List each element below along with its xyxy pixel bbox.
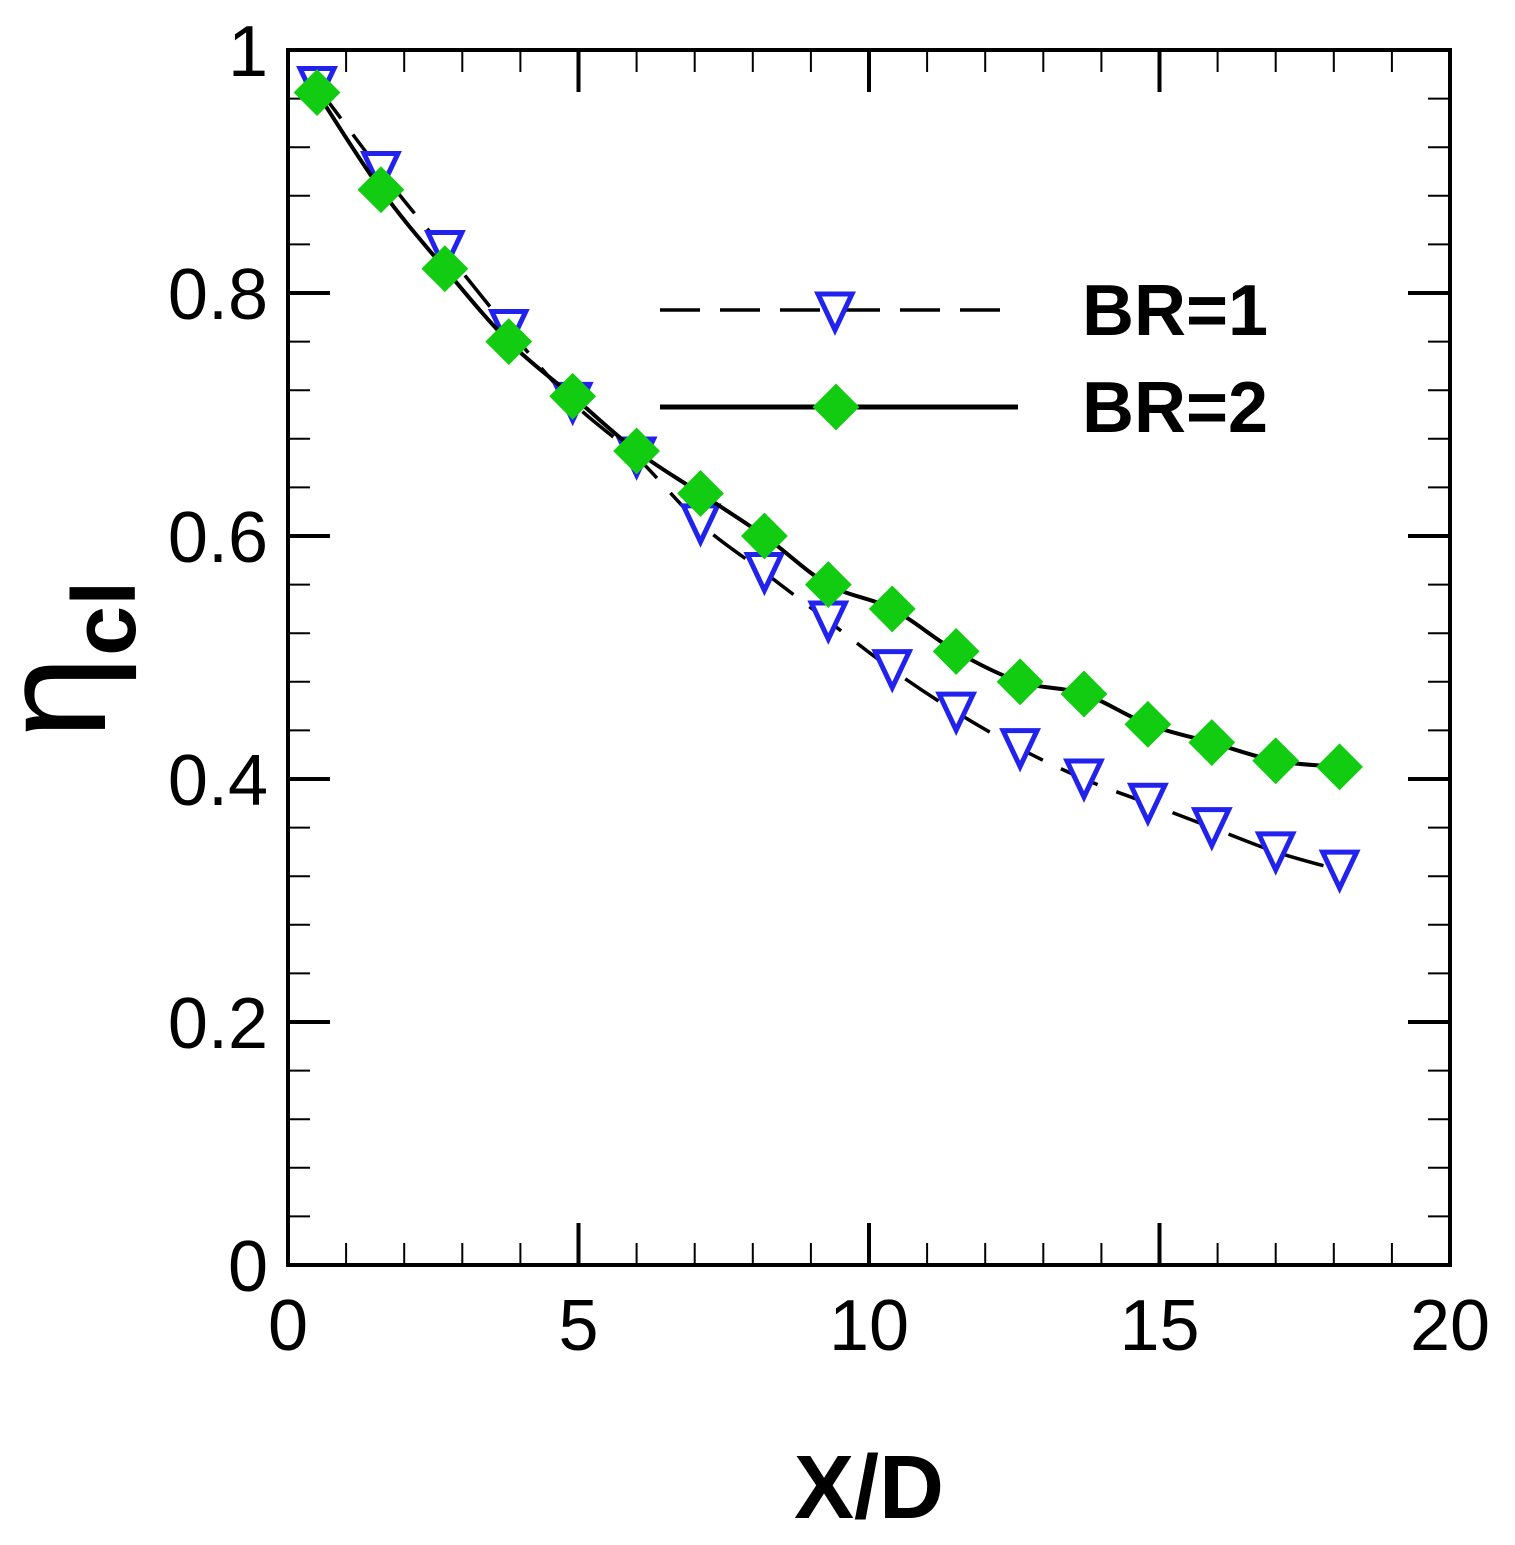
svg-text:ηcl: ηcl bbox=[0, 581, 155, 740]
plot-frame bbox=[286, 48, 1452, 1267]
y-tick-label: 0.4 bbox=[168, 741, 268, 821]
data-point bbox=[1316, 743, 1364, 791]
data-point bbox=[293, 69, 341, 116]
x-tick-label: 15 bbox=[1119, 1286, 1199, 1366]
data-point bbox=[421, 245, 469, 293]
data-point bbox=[613, 427, 661, 475]
data-point bbox=[743, 551, 786, 597]
legend-marker-br1 bbox=[814, 291, 856, 336]
y-tick-label: 0.8 bbox=[168, 255, 268, 335]
data-point bbox=[868, 585, 916, 633]
x-tick-label: 10 bbox=[829, 1286, 909, 1366]
data-point bbox=[1188, 719, 1236, 766]
series-2 bbox=[293, 69, 1364, 791]
data-point bbox=[1060, 670, 1108, 718]
data-point bbox=[1252, 737, 1300, 785]
series-1 bbox=[296, 65, 1361, 894]
minor-ticks bbox=[288, 50, 1450, 1265]
legend-label-br2: BR=2 bbox=[1082, 368, 1268, 448]
data-point bbox=[1063, 758, 1105, 803]
data-point bbox=[1254, 831, 1297, 876]
data-point bbox=[549, 372, 597, 420]
x-tick-label: 5 bbox=[558, 1286, 598, 1366]
x-axis-title: X/D bbox=[794, 1438, 944, 1538]
data-point bbox=[1126, 782, 1169, 828]
data-point bbox=[804, 561, 852, 609]
x-tick-label: 20 bbox=[1410, 1286, 1490, 1366]
data-point bbox=[1190, 807, 1233, 852]
y-tick-label: 1 bbox=[228, 12, 268, 92]
y-axis-title-main: η bbox=[0, 656, 137, 739]
data-point bbox=[932, 628, 980, 675]
y-tick-label: 0.6 bbox=[168, 498, 268, 578]
y-tick-label: 0.2 bbox=[168, 984, 268, 1064]
data-point bbox=[1124, 700, 1172, 748]
x-tick-label: 0 bbox=[268, 1286, 308, 1366]
y-tick-label: 0 bbox=[228, 1227, 268, 1307]
data-point bbox=[677, 470, 724, 517]
y-tick-labels: 0 0.2 0.4 0.6 0.8 1 bbox=[168, 12, 268, 1307]
data-point bbox=[485, 318, 533, 366]
legend: BR=1 BR=2 bbox=[660, 271, 1268, 448]
data-point bbox=[807, 600, 850, 645]
data-point bbox=[871, 649, 914, 694]
data-point bbox=[935, 691, 978, 737]
data-point bbox=[999, 728, 1042, 773]
data-point bbox=[357, 166, 405, 214]
data-point bbox=[741, 512, 788, 560]
data-point bbox=[996, 658, 1044, 706]
series-layer bbox=[293, 65, 1364, 894]
series-line bbox=[315, 85, 1341, 872]
x-tick-labels: 0 5 10 15 20 bbox=[268, 1286, 1490, 1366]
y-axis-title: ηcl bbox=[0, 581, 155, 740]
data-point bbox=[1318, 849, 1361, 894]
legend-marker-br2 bbox=[812, 383, 860, 431]
y-axis-title-sub: cl bbox=[55, 581, 155, 656]
legend-label-br1: BR=1 bbox=[1082, 271, 1268, 351]
